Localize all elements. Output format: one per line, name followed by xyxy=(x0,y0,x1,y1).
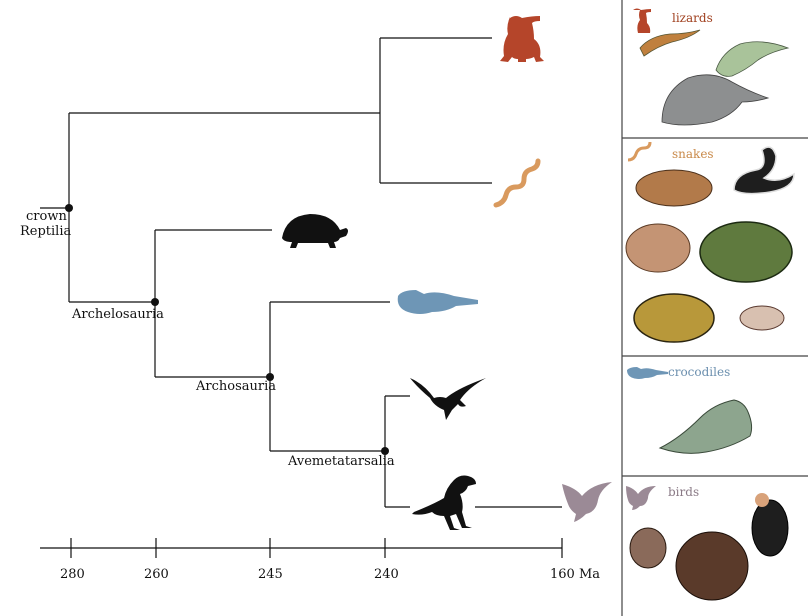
snakes-title: snakes xyxy=(672,147,714,161)
lizards-title: lizards xyxy=(672,11,713,25)
viper-illustration xyxy=(625,223,691,273)
quail-illustration xyxy=(629,527,667,569)
tick-label-245: 245 xyxy=(258,567,283,582)
snakes-panel: snakes xyxy=(625,141,795,343)
tree-nodes xyxy=(65,204,389,455)
gecko-illustration xyxy=(639,29,701,57)
birds-panel: birds xyxy=(626,485,789,601)
tick-label-260: 260 xyxy=(144,567,169,582)
bird-mini-icon xyxy=(626,486,656,510)
anaconda-illustration xyxy=(699,221,793,283)
snake-silhouette-icon xyxy=(493,158,541,208)
tick-label-160-ma: 160 Ma xyxy=(550,567,600,582)
bird-silhouette-icon xyxy=(562,482,612,522)
crocodiles-panel: crocodiles xyxy=(627,365,753,454)
crocodile-mini-icon xyxy=(627,367,668,379)
archosauria-label: Archosauria xyxy=(195,379,276,394)
birds-title: birds xyxy=(668,485,699,499)
crocodiles-title: crocodiles xyxy=(668,365,730,379)
python-illustration xyxy=(633,293,715,343)
archelosauria-label: Archelosauria xyxy=(71,307,164,322)
crocodile-illustration xyxy=(658,399,753,454)
archosauria-node xyxy=(266,373,274,381)
timescale-axis: 280 260 245 240 160 Ma xyxy=(40,538,600,582)
kingsnake-illustration xyxy=(733,146,795,195)
dinosaur-silhouette-icon xyxy=(412,475,476,530)
archelosauria-node xyxy=(151,298,159,306)
tick-label-280: 280 xyxy=(60,567,85,582)
komodo-illustration xyxy=(661,74,770,126)
crown-reptilia-node xyxy=(65,204,73,212)
tick-label-240: 240 xyxy=(374,567,399,582)
lizards-panel: lizards xyxy=(633,8,790,126)
crocodile-silhouette-icon xyxy=(397,290,478,314)
turkey-illustration xyxy=(675,531,749,601)
pterosaur-silhouette-icon xyxy=(410,378,486,420)
crown-label: crown xyxy=(26,209,67,224)
lizard-silhouette-icon xyxy=(500,16,544,62)
tree-branches xyxy=(40,37,562,508)
turtle-silhouette-icon xyxy=(282,214,348,248)
lizard-mini-icon xyxy=(633,8,651,33)
condor-head-illustration xyxy=(755,493,769,507)
condor-illustration xyxy=(751,499,789,557)
iguana-illustration xyxy=(715,41,790,77)
reptilia-label: Reptilia xyxy=(20,224,72,239)
sand-snake-illustration xyxy=(739,305,785,331)
rattlesnake-illustration xyxy=(635,169,713,207)
species-panels: lizards snakes crocodiles birds xyxy=(621,0,808,616)
avemetatarsalia-label: Avemetatarsalia xyxy=(287,454,395,469)
avemetatarsalia-node xyxy=(381,447,389,455)
snake-mini-icon xyxy=(627,141,652,162)
